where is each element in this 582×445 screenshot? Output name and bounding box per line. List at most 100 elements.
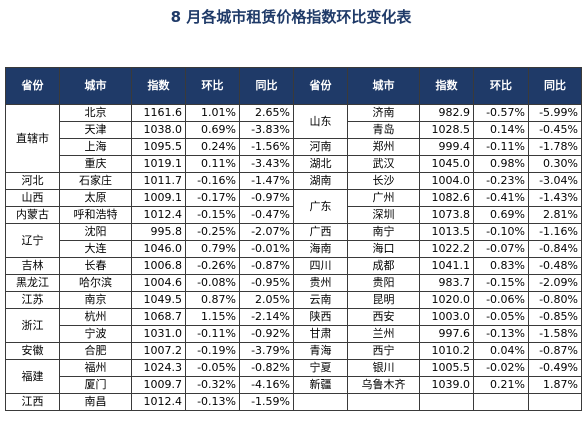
index-cell: 995.8 — [131, 223, 186, 241]
city-cell: 天津 — [59, 121, 132, 139]
city-cell: 长春 — [59, 257, 132, 275]
city-cell: 贵阳 — [347, 274, 420, 292]
city-cell: 昆明 — [347, 291, 420, 309]
mom-cell: -0.17% — [185, 189, 240, 207]
city-cell — [347, 393, 420, 411]
mom-cell: -0.41% — [473, 189, 529, 207]
mom-cell: 0.79% — [185, 240, 240, 258]
city-cell: 南京 — [59, 291, 132, 309]
yoy-cell: -1.43% — [528, 189, 582, 207]
index-cell: 1031.0 — [131, 325, 186, 343]
mom-cell: -0.15% — [473, 274, 529, 292]
table-row: 吉林 长春 1006.8 -0.26% -0.87% 四川 成都 1041.1 0.83% -0.… — [5, 257, 582, 275]
mom-cell: -0.16% — [185, 172, 240, 190]
index-cell: 1007.2 — [131, 342, 186, 360]
index-cell: 1006.8 — [131, 257, 186, 275]
yoy-cell: -4.16% — [239, 376, 294, 394]
mom-cell: 0.69% — [473, 206, 529, 224]
province-cell: 内蒙古 — [5, 206, 60, 224]
city-cell: 石家庄 — [59, 172, 132, 190]
yoy-cell: 2.05% — [239, 291, 294, 309]
province-cell: 甘肃 — [293, 325, 348, 343]
city-cell: 武汉 — [347, 155, 420, 173]
index-cell: 1041.1 — [419, 257, 474, 275]
header-mom-right: 环比 — [473, 67, 529, 105]
province-cell: 贵州 — [293, 274, 348, 292]
index-cell: 999.4 — [419, 138, 474, 156]
index-cell: 1019.1 — [131, 155, 186, 173]
table-row: 上海 1095.5 0.24% -1.56% 河南 郑州 999.4 -0.11% -1.78% — [6, 138, 582, 156]
index-cell: 1049.5 — [131, 291, 186, 309]
table-row: 江西 南昌 1012.4 -0.13% -1.59% — [5, 393, 582, 411]
table-row: 福建 福州 1024.3 -0.05% -0.82% 宁夏 银川 1005.5 -0.02% -0… — [5, 359, 582, 394]
index-cell: 1039.0 — [419, 376, 474, 394]
index-cell: 1068.7 — [131, 308, 186, 326]
province-cell: 山西 — [5, 189, 60, 207]
table-row: 安徽 合肥 1007.2 -0.19% -3.79% 青海 西宁 1010.2 0.04% -0.… — [5, 342, 582, 360]
mom-cell: -0.13% — [473, 325, 529, 343]
index-cell: 1022.2 — [419, 240, 474, 258]
mom-cell: 0.98% — [473, 155, 529, 173]
province-cell: 新疆 — [293, 376, 348, 394]
table-row: 辽宁 沈阳 995.8 -0.25% -2.07% 广西 南宁 1013.5 -0.10% -1.… — [5, 223, 582, 258]
province-cell: 直辖市 — [5, 104, 60, 173]
city-cell: 海口 — [347, 240, 420, 258]
yoy-cell: -0.92% — [239, 325, 294, 343]
province-cell: 青海 — [293, 342, 348, 360]
province-cell: 湖南 — [293, 172, 348, 190]
yoy-cell: -1.78% — [528, 138, 582, 156]
table-row: 河北 石家庄 1011.7 -0.16% -1.47% 湖南 长沙 1004.0 -0.23% -… — [5, 172, 582, 190]
index-cell: 1011.7 — [131, 172, 186, 190]
province-cell: 四川 — [293, 257, 348, 275]
header-mom-left: 环比 — [185, 67, 240, 105]
mom-cell: -0.57% — [473, 104, 529, 122]
index-cell: 983.7 — [419, 274, 474, 292]
province-cell: 广东 — [293, 189, 348, 224]
mom-cell: 0.21% — [473, 376, 529, 394]
mom-cell: -0.05% — [185, 359, 240, 377]
header-row: 省份 城市 指数 环比 同比 省份 城市 指数 环比 同比 — [5, 67, 582, 105]
city-cell: 广州 — [347, 189, 420, 207]
city-cell: 西宁 — [347, 342, 420, 360]
table-row: 直辖市 北京 1161.6 1.01% 2.65% 山东 济南 982.9 -0.57% -5.9… — [5, 104, 582, 173]
yoy-cell: -0.80% — [528, 291, 582, 309]
index-cell: 1004.0 — [419, 172, 474, 190]
city-cell: 南宁 — [347, 223, 420, 241]
city-cell: 呼和浩特 — [59, 206, 132, 224]
mom-cell: -0.06% — [473, 291, 529, 309]
city-cell: 沈阳 — [59, 223, 132, 241]
province-cell: 福建 — [5, 359, 60, 394]
yoy-cell: -0.87% — [528, 342, 582, 360]
index-cell: 1004.6 — [131, 274, 186, 292]
mom-cell: -0.10% — [473, 223, 529, 241]
header-province-left: 省份 — [5, 67, 60, 105]
yoy-cell: -2.07% — [239, 223, 294, 241]
header-city-right: 城市 — [347, 67, 420, 105]
mom-cell: 0.87% — [185, 291, 240, 309]
yoy-cell: -1.56% — [239, 138, 294, 156]
yoy-cell: 2.81% — [528, 206, 582, 224]
yoy-cell: -1.58% — [528, 325, 582, 343]
yoy-cell: 1.87% — [528, 376, 582, 394]
yoy-cell: -3.79% — [239, 342, 294, 360]
mom-cell: -0.32% — [185, 376, 240, 394]
index-cell: 1013.5 — [419, 223, 474, 241]
yoy-cell: -0.84% — [528, 240, 582, 258]
province-cell: 广西 — [293, 223, 348, 241]
table-row: 山西 太原 1009.1 -0.17% -0.97% 广东 广州 1082.6 -0.41% -1… — [5, 189, 582, 224]
province-cell: 江西 — [5, 393, 60, 411]
index-cell: 1095.5 — [131, 138, 186, 156]
mom-cell: -0.13% — [185, 393, 240, 411]
yoy-cell: -0.82% — [239, 359, 294, 377]
mom-cell: -0.08% — [185, 274, 240, 292]
yoy-cell: -0.97% — [239, 189, 294, 207]
city-cell: 重庆 — [59, 155, 132, 173]
yoy-cell: -2.14% — [239, 308, 294, 326]
city-cell: 银川 — [347, 359, 420, 377]
city-cell: 成都 — [347, 257, 420, 275]
yoy-cell: -0.95% — [239, 274, 294, 292]
index-cell: 1082.6 — [419, 189, 474, 207]
province-cell: 山东 — [293, 104, 348, 139]
province-cell: 安徽 — [5, 342, 60, 360]
mom-cell: 0.14% — [473, 121, 529, 139]
